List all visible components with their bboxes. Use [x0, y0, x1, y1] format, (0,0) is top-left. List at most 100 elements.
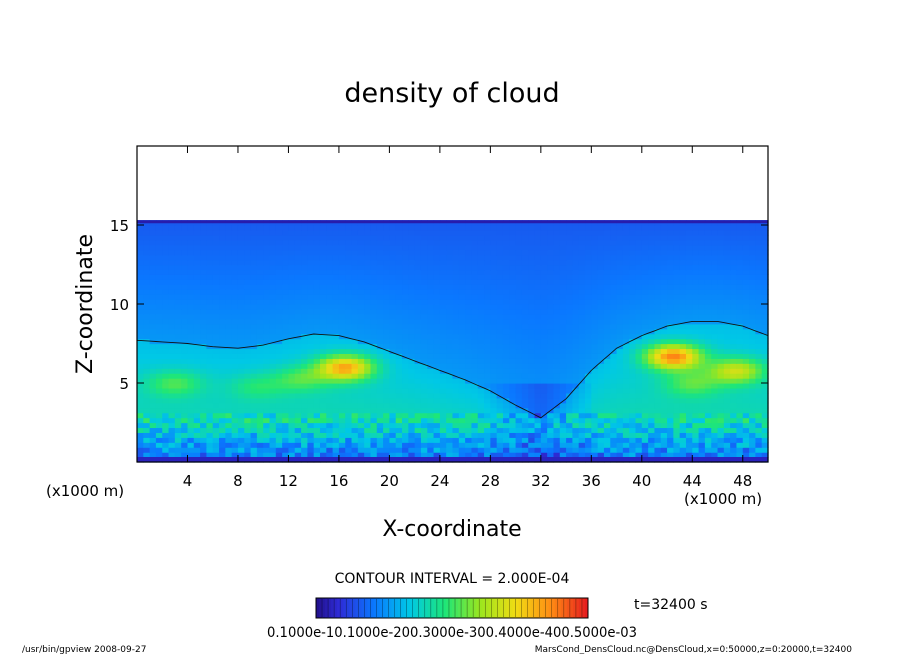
heatmap-cell: [345, 304, 353, 310]
heatmap-cell: [263, 294, 271, 300]
heatmap-cell: [168, 402, 176, 409]
heatmap-cell: [395, 244, 403, 251]
heatmap-cell: [364, 363, 372, 369]
heatmap-cell: [673, 338, 681, 345]
heatmap-cell: [395, 447, 403, 453]
heatmap-cell: [402, 378, 409, 384]
heatmap-cell: [414, 239, 422, 246]
heatmap-cell: [704, 308, 712, 315]
heatmap-cell: [206, 239, 214, 246]
heatmap-cell: [143, 289, 151, 295]
heatmap-cell: [471, 229, 479, 236]
heatmap-cell: [231, 284, 239, 290]
heatmap-cell: [439, 363, 447, 369]
heatmap-cell: [540, 264, 548, 271]
heatmap-cell: [616, 422, 624, 429]
heatmap-cell: [698, 437, 706, 443]
heatmap-cell: [263, 249, 271, 256]
heatmap-cell: [673, 259, 681, 266]
heatmap-cell: [200, 348, 208, 354]
heatmap-cell: [711, 348, 719, 354]
heatmap-cell: [540, 269, 548, 275]
heatmap-cell: [660, 412, 668, 419]
heatmap-cell: [212, 348, 220, 354]
heatmap-cell: [477, 338, 485, 345]
heatmap-cell: [307, 244, 315, 251]
heatmap-cell: [206, 432, 214, 438]
heatmap-cell: [427, 348, 435, 354]
heatmap-cell: [761, 348, 769, 354]
heatmap-cell: [345, 284, 353, 290]
heatmap-cell: [616, 333, 624, 340]
heatmap-cell: [667, 304, 674, 310]
heatmap-cell: [502, 279, 510, 285]
heatmap-cell: [433, 313, 441, 320]
heatmap-cell: [319, 234, 327, 241]
heatmap-cell: [471, 294, 479, 300]
heatmap-cell: [338, 363, 346, 369]
heatmap-cell: [679, 313, 687, 320]
heatmap-cell: [603, 328, 611, 335]
heatmap-cell: [282, 452, 290, 458]
heatmap-cell: [692, 249, 700, 256]
heatmap-cell: [597, 417, 605, 424]
heatmap-cell: [326, 437, 334, 443]
heatmap-cell: [761, 239, 769, 246]
heatmap-cell: [761, 264, 769, 271]
heatmap-cell: [685, 412, 693, 419]
heatmap-cell: [553, 343, 561, 350]
heatmap-cell: [439, 447, 447, 453]
heatmap-cell: [622, 328, 630, 335]
heatmap-cell: [534, 264, 542, 271]
heatmap-cell: [648, 229, 656, 236]
heatmap-cell: [679, 234, 687, 241]
heatmap-cell: [603, 269, 611, 275]
heatmap-cell: [414, 294, 422, 300]
heatmap-cell: [685, 249, 693, 256]
heatmap-cell: [200, 279, 208, 285]
heatmap-cell: [490, 387, 498, 394]
heatmap-cell: [402, 308, 409, 315]
heatmap-cell: [338, 348, 346, 354]
heatmap-cell: [395, 294, 403, 300]
heatmap-cell: [509, 387, 517, 394]
heatmap-cell: [149, 254, 157, 261]
heatmap-cell: [585, 328, 592, 335]
heatmap-cell: [496, 378, 504, 384]
heatmap-cell: [755, 289, 763, 295]
heatmap-cell: [553, 338, 561, 345]
heatmap-cell: [137, 437, 144, 443]
heatmap-cell: [414, 318, 422, 325]
heatmap-cell: [736, 358, 744, 364]
heatmap-cell: [547, 432, 555, 438]
heatmap-cell: [597, 289, 605, 295]
heatmap-cell: [250, 225, 258, 231]
heatmap-cell: [383, 234, 390, 241]
heatmap-cell: [585, 264, 592, 271]
heatmap-cell: [332, 328, 340, 335]
heatmap-cell: [351, 294, 359, 300]
heatmap-cell: [622, 378, 630, 384]
heatmap-cell: [458, 422, 466, 429]
heatmap-cell: [338, 249, 346, 256]
heatmap-cell: [616, 412, 624, 419]
heatmap-cell: [256, 363, 264, 369]
heatmap-cell: [452, 392, 460, 399]
heatmap-cell: [597, 229, 605, 236]
heatmap-cell: [490, 343, 498, 350]
heatmap-cell: [591, 383, 599, 389]
heatmap-cell: [250, 249, 258, 256]
heatmap-cell: [616, 383, 624, 389]
heatmap-cell: [275, 343, 283, 350]
heatmap-cell: [603, 274, 611, 280]
heatmap-cell: [496, 442, 504, 448]
heatmap-cell: [263, 225, 271, 231]
heatmap-cell: [496, 437, 504, 443]
heatmap-cell: [685, 279, 693, 285]
heatmap-cell: [231, 313, 239, 320]
heatmap-cell: [282, 378, 290, 384]
heatmap-cell: [137, 447, 144, 453]
heatmap-cell: [585, 452, 592, 458]
heatmap-cell: [458, 412, 466, 419]
heatmap-cell: [641, 383, 649, 389]
